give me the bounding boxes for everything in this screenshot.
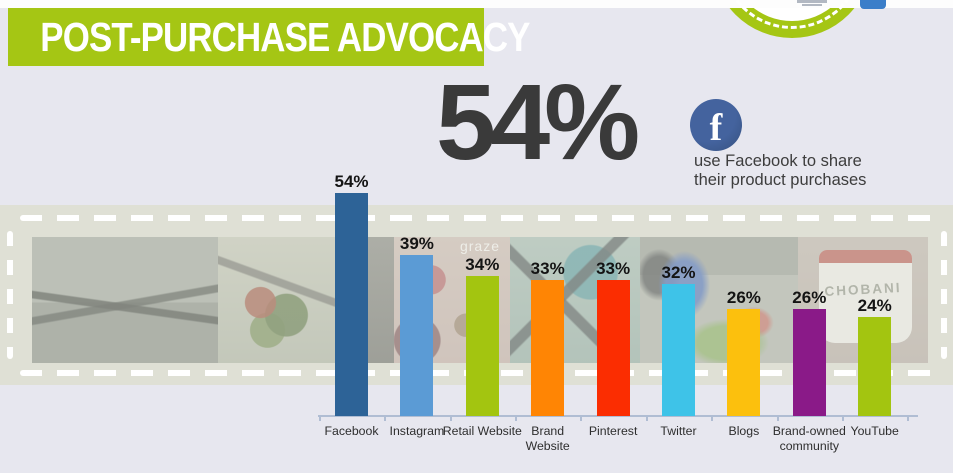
title-banner: POST-PURCHASE ADVOCACY — [8, 8, 530, 66]
strip-dash-right — [941, 231, 947, 359]
axis-label-brand-owned-community: Brand-owned community — [772, 424, 846, 453]
bar-facebook — [335, 193, 368, 416]
x-axis-tick — [449, 415, 452, 421]
axis-label-brand-website: Brand Website — [525, 424, 570, 453]
facebook-icon-letter: f — [709, 107, 723, 149]
page-title: POST-PURCHASE ADVOCACY — [40, 13, 530, 60]
x-axis-tick — [318, 415, 321, 421]
axis-label-instagram: Instagram — [389, 424, 445, 438]
hero-percentage: 54% — [436, 61, 640, 182]
circle-fine-print — [802, 4, 822, 6]
bar-value-pinterest: 33% — [596, 259, 631, 278]
x-axis-tick — [776, 415, 779, 421]
hero-caption: use Facebook to share their product purc… — [694, 152, 866, 190]
axis-label-pinterest: Pinterest — [588, 424, 638, 438]
bar-instagram — [400, 255, 434, 416]
circle-blue-icon — [860, 0, 886, 9]
photo-rainy-street — [32, 237, 218, 363]
photo-salad-bowl — [218, 237, 336, 363]
bar-brand-owned-community — [792, 309, 826, 416]
x-axis-tick — [645, 415, 648, 421]
axis-label-retail-website: Retail Website — [442, 424, 522, 438]
photo-graze-label: graze — [459, 238, 500, 254]
bar-value-facebook: 54% — [334, 172, 369, 191]
bar-blogs — [727, 309, 761, 416]
bar-retail-website — [465, 276, 499, 416]
circle-fine-print — [797, 0, 827, 3]
bar-pinterest — [596, 280, 630, 416]
strip-dash-top — [20, 215, 936, 221]
x-axis-tick — [580, 415, 583, 421]
axis-label-blogs: Blogs — [728, 424, 760, 438]
bar-value-blogs: 26% — [726, 288, 761, 307]
hero-caption-line1: use Facebook to share — [694, 152, 862, 170]
x-axis-tick — [384, 415, 387, 421]
bar-value-twitter: 32% — [661, 263, 696, 282]
bar-value-instagram: 39% — [399, 234, 434, 253]
x-axis-tick — [842, 415, 844, 421]
bar-value-retail-website: 34% — [465, 255, 500, 274]
bar-twitter — [662, 284, 695, 416]
x-axis-tick — [515, 415, 517, 421]
x-axis-tick — [907, 415, 910, 421]
axis-label-twitter: Twitter — [660, 424, 697, 438]
bar-value-brand-owned-community: 26% — [792, 288, 827, 307]
bar-youtube — [858, 317, 892, 416]
bar-value-brand-website: 33% — [530, 259, 565, 278]
strip-dash-left — [7, 231, 13, 359]
hero-caption-line2: their product purchases — [694, 170, 867, 189]
bar-brand-website — [531, 280, 565, 416]
x-axis-tick — [711, 415, 714, 421]
top-margin — [0, 0, 953, 8]
axis-label-facebook: Facebook — [324, 424, 379, 438]
facebook-icon: f — [690, 99, 742, 151]
axis-label-youtube: YouTube — [850, 424, 899, 438]
x-axis-line — [318, 415, 918, 417]
bar-value-youtube: 24% — [857, 296, 892, 315]
